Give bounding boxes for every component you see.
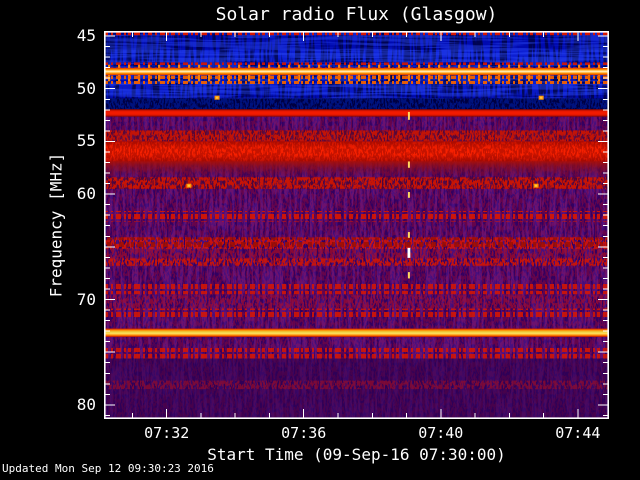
burst-dash (407, 192, 410, 198)
plot-border (104, 31, 609, 419)
band-speckle (104, 258, 609, 266)
updated-timestamp: Updated Mon Sep 12 09:30:23 2016 (2, 462, 214, 475)
band-dashes (104, 75, 609, 85)
band-speckle (104, 248, 609, 259)
x-tick-label-0732: 07:32 (144, 424, 190, 442)
y-axis-title: Frequency [MHz] (46, 152, 66, 298)
band-speckle (104, 98, 609, 110)
band-bursty-band-59-mhz (104, 177, 609, 189)
band-speckle (104, 380, 609, 390)
y-tick-label-45: 45 (76, 26, 96, 46)
burst-dash (407, 232, 410, 238)
burst-dash (407, 161, 410, 168)
y-tick-label-60: 60 (76, 184, 96, 204)
interference-blip-core (187, 184, 191, 187)
burst-dash (407, 272, 410, 279)
x-tick-label-0740: 07:40 (418, 424, 464, 442)
interference-blip-core (539, 96, 543, 99)
y-tick-label-80: 80 (76, 394, 96, 414)
y-tick-label-70: 70 (76, 289, 96, 309)
band-carrier-52-3-mhz (104, 109, 609, 117)
band-dashes (104, 347, 609, 359)
burst-dash (407, 247, 411, 258)
y-tick-label-55: 55 (76, 131, 96, 151)
x-axis-title: Start Time (09-Sep-16 07:30:00) (207, 445, 506, 464)
interference-blip-core (534, 184, 538, 187)
y-tick-label-50: 50 (76, 78, 96, 98)
spectrogram-plot-area (104, 31, 609, 419)
interference-blip-core (215, 96, 219, 99)
spectrogram-bands (104, 31, 609, 419)
burst-dash (407, 111, 410, 120)
band-dashes (104, 283, 609, 295)
x-tick-label-0744: 07:44 (555, 424, 601, 442)
spectrogram-canvas (104, 31, 609, 419)
band-fading-red (104, 161, 609, 179)
x-tick-label-0736: 07:36 (281, 424, 327, 442)
spectrogram-events (186, 95, 544, 279)
axis-ticks (105, 32, 608, 418)
band-speckle (104, 295, 609, 308)
band-speckle (104, 141, 609, 162)
band-dashes (104, 210, 609, 222)
band-dashes (104, 237, 609, 249)
band-strong-golden-carrier-73-mhz (104, 328, 609, 337)
band-speckle-line-at-top-edge (104, 31, 609, 36)
band-strong-narrowband-carrier-48-4-mhz (104, 67, 609, 76)
band-speckle (104, 130, 609, 142)
band-dashes (104, 308, 609, 319)
chart-title: Solar radio Flux (Glasgow) (215, 4, 498, 25)
